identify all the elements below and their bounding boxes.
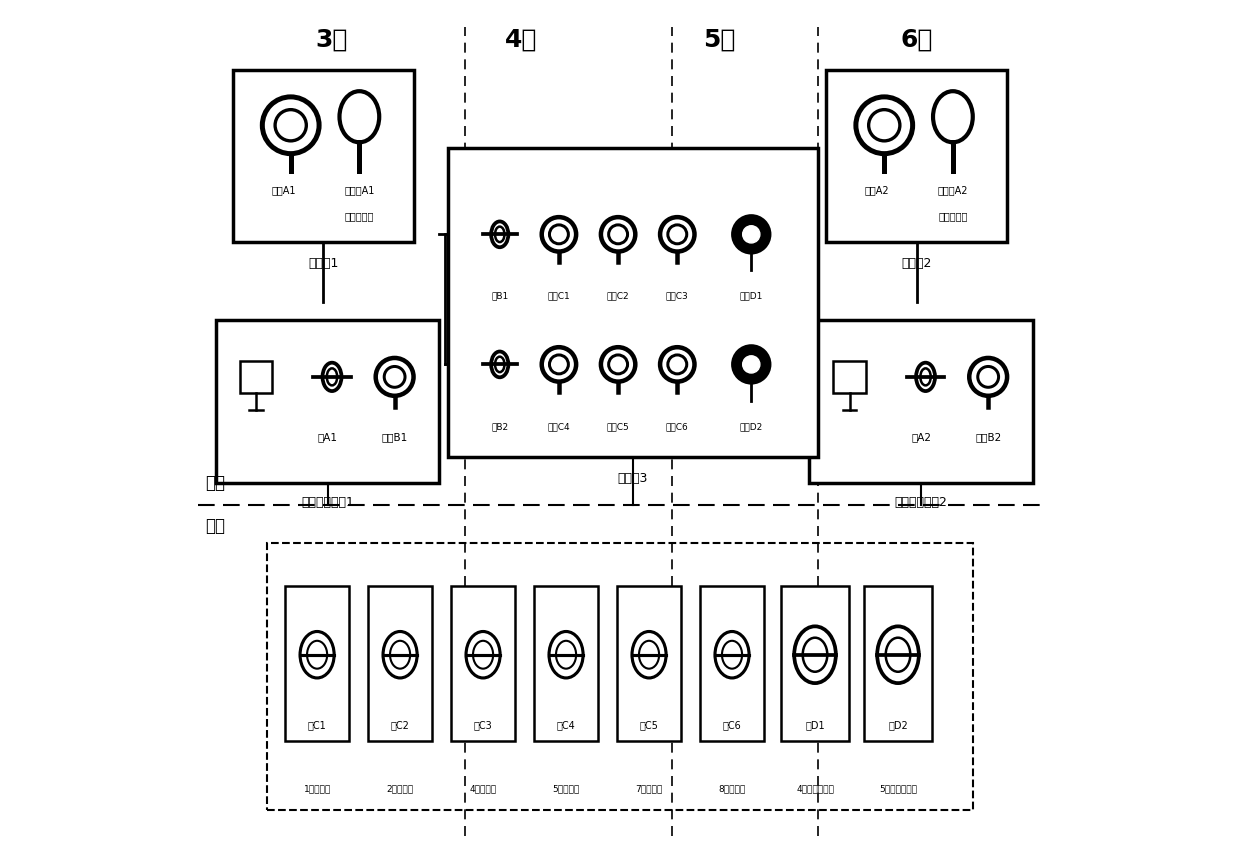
Text: 钥匙C5: 钥匙C5 [606,422,630,431]
Bar [368,586,433,740]
Text: 钥匙箱1: 钥匙箱1 [308,257,339,270]
Text: 钥匙A1: 钥匙A1 [272,186,295,196]
Bar [810,319,1033,483]
Text: （气路通）: （气路通） [939,211,967,222]
Text: 锁D1: 锁D1 [805,721,825,730]
Text: 4车: 4车 [505,28,537,52]
Text: 锁C4: 锁C4 [557,721,575,730]
Text: 钥匙C1: 钥匙C1 [548,292,570,301]
Text: 锁B2: 锁B2 [491,422,508,431]
Text: 1车变流器: 1车变流器 [304,784,331,793]
Bar [863,586,932,740]
Bar [781,586,849,740]
Text: 4车变流器: 4车变流器 [470,784,497,793]
Bar [826,70,1007,243]
Text: 6车: 6车 [900,28,932,52]
Text: 钥匙箱2: 钥匙箱2 [901,257,932,270]
Text: 锁A1: 锁A1 [317,432,337,443]
Text: 截止阀A1: 截止阀A1 [345,186,374,196]
Bar [216,319,439,483]
Text: 保护接地开关1: 保护接地开关1 [301,495,353,508]
Text: 钥匙C6: 钥匙C6 [666,422,688,431]
Text: 5车: 5车 [703,28,735,52]
Text: 钥匙D1: 钥匙D1 [739,292,763,301]
Text: 钥匙C2: 钥匙C2 [606,292,630,301]
Text: 锁D2: 锁D2 [888,721,908,730]
Bar [833,361,866,394]
Text: （气路通）: （气路通） [345,211,374,222]
Text: 锁C5: 锁C5 [640,721,658,730]
Bar [699,586,764,740]
Circle shape [733,345,770,383]
Bar [285,586,350,740]
Text: 8车变流器: 8车变流器 [718,784,745,793]
Text: 钥匙C4: 钥匙C4 [548,422,570,431]
Bar [239,361,273,394]
Text: 锁C3: 锁C3 [474,721,492,730]
Text: 4车车间电源箱: 4车车间电源箱 [796,784,835,793]
Bar [533,586,599,740]
Text: 2车变流器: 2车变流器 [387,784,414,793]
Circle shape [733,216,770,253]
Text: 7车变流器: 7车变流器 [635,784,662,793]
Bar [616,586,681,740]
Text: 5车车间电源箱: 5车车间电源箱 [879,784,918,793]
Text: 车上: 车上 [206,474,226,492]
Text: 锁A2: 锁A2 [911,432,931,443]
Text: 保护接地开关2: 保护接地开关2 [894,495,947,508]
Text: 钥匙C3: 钥匙C3 [666,292,688,301]
Bar [451,586,516,740]
Text: 3车: 3车 [316,28,348,52]
Text: 钥匙D2: 钥匙D2 [739,422,763,431]
Circle shape [743,356,760,373]
Text: 锁C1: 锁C1 [308,721,326,730]
Bar [448,148,818,457]
Text: 车下: 车下 [206,517,226,535]
Text: 钥匙箱3: 钥匙箱3 [618,472,649,485]
Text: 5车变流器: 5车变流器 [553,784,579,793]
Text: 截止阀A2: 截止阀A2 [937,186,968,196]
Bar [233,70,414,243]
Text: 锁C6: 锁C6 [723,721,742,730]
Bar [268,544,972,810]
Text: 锁C2: 锁C2 [391,721,409,730]
Circle shape [743,226,760,243]
Text: 锁B1: 锁B1 [491,292,508,301]
Text: 钥匙B1: 钥匙B1 [382,432,408,443]
Text: 钥匙B2: 钥匙B2 [975,432,1002,443]
Text: 钥匙A2: 钥匙A2 [864,186,889,196]
